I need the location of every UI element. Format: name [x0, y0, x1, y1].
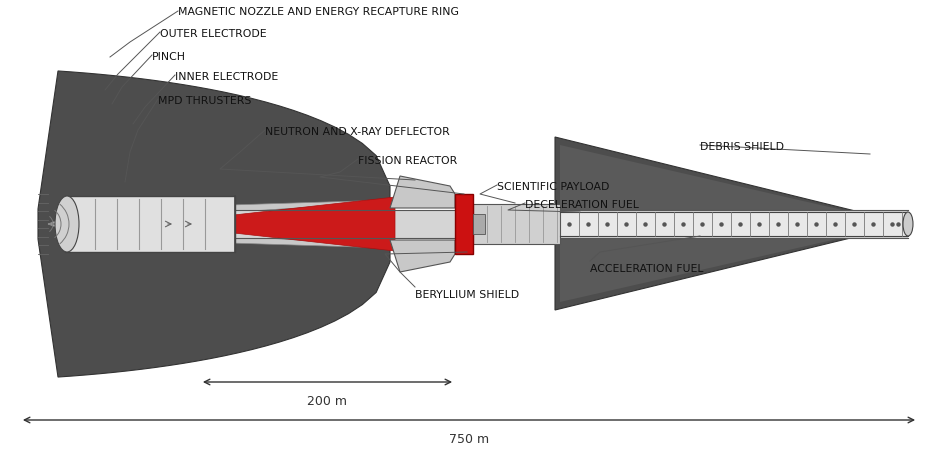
Bar: [473, 204, 560, 244]
Polygon shape: [180, 197, 395, 251]
Bar: [235, 210, 907, 238]
Polygon shape: [554, 137, 907, 310]
Text: MPD THRUSTERS: MPD THRUSTERS: [158, 96, 251, 106]
Text: FISSION REACTOR: FISSION REACTOR: [358, 156, 457, 166]
Polygon shape: [38, 71, 389, 377]
Text: NEUTRON AND X-RAY DEFLECTOR: NEUTRON AND X-RAY DEFLECTOR: [265, 127, 449, 137]
Text: OUTER ELECTRODE: OUTER ELECTRODE: [160, 29, 267, 39]
Bar: [65, 196, 235, 252]
Text: SCIENTIFIC PAYLOAD: SCIENTIFIC PAYLOAD: [496, 182, 608, 192]
Polygon shape: [389, 176, 455, 208]
Ellipse shape: [55, 196, 79, 252]
Polygon shape: [48, 200, 389, 248]
Bar: [455, 194, 473, 254]
Text: DECELERATION FUEL: DECELERATION FUEL: [524, 200, 638, 210]
Ellipse shape: [902, 212, 912, 236]
Text: MAGNETIC NOZZLE AND ENERGY RECAPTURE RING: MAGNETIC NOZZLE AND ENERGY RECAPTURE RIN…: [178, 7, 459, 17]
Text: 200 m: 200 m: [307, 395, 347, 408]
Text: DEBRIS SHIELD: DEBRIS SHIELD: [699, 142, 783, 152]
Text: INNER ELECTRODE: INNER ELECTRODE: [175, 72, 278, 82]
Polygon shape: [389, 240, 455, 272]
Text: PINCH: PINCH: [152, 52, 186, 62]
Bar: [473, 214, 485, 234]
Text: BERYLLIUM SHIELD: BERYLLIUM SHIELD: [415, 290, 519, 300]
Text: 750 m: 750 m: [448, 433, 489, 446]
Polygon shape: [560, 145, 902, 302]
Text: ACCELERATION FUEL: ACCELERATION FUEL: [590, 264, 703, 274]
Bar: [560, 212, 907, 236]
